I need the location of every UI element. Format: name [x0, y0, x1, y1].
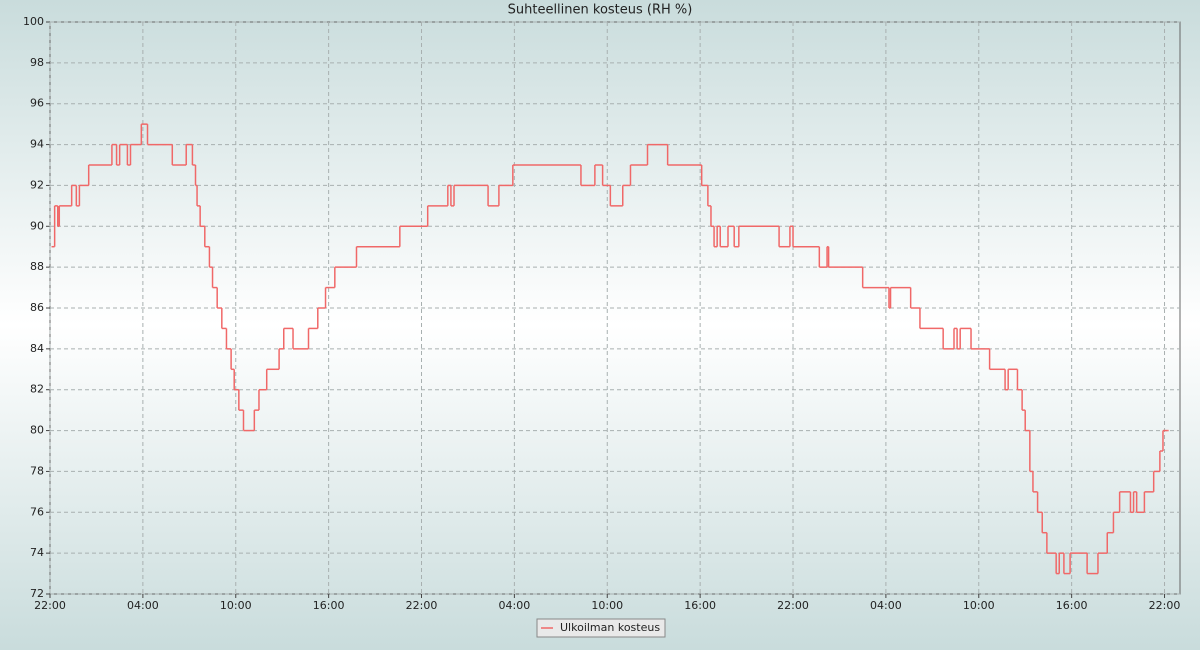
- x-tick-label: 04:00: [499, 599, 531, 612]
- chart-title: Suhteellinen kosteus (RH %): [508, 3, 693, 18]
- y-tick-label: 100: [23, 15, 44, 28]
- x-tick-label: 04:00: [127, 599, 159, 612]
- y-tick-label: 78: [30, 464, 44, 477]
- y-tick-label: 90: [30, 219, 44, 232]
- y-tick-label: 98: [30, 56, 44, 69]
- x-tick-label: 10:00: [591, 599, 623, 612]
- legend-label: Ulkoilman kosteus: [560, 621, 660, 634]
- x-tick-label: 16:00: [313, 599, 345, 612]
- y-tick-label: 88: [30, 260, 44, 273]
- y-tick-label: 92: [30, 178, 44, 191]
- y-tick-label: 74: [30, 546, 44, 559]
- x-tick-label: 10:00: [220, 599, 252, 612]
- legend: Ulkoilman kosteus: [536, 618, 666, 638]
- y-tick-label: 72: [30, 587, 44, 600]
- x-tick-label: 04:00: [870, 599, 902, 612]
- x-tick-label: 16:00: [1056, 599, 1088, 612]
- legend-box: [536, 618, 666, 638]
- y-tick-label: 84: [30, 342, 44, 355]
- y-tick-label: 82: [30, 383, 44, 396]
- x-tick-label: 16:00: [684, 599, 716, 612]
- x-tick-label: 22:00: [1149, 599, 1181, 612]
- x-tick-label: 22:00: [777, 599, 809, 612]
- x-tick-label: 10:00: [963, 599, 995, 612]
- y-tick-label: 86: [30, 301, 44, 314]
- y-tick-label: 96: [30, 97, 44, 110]
- x-tick-label: 22:00: [34, 599, 66, 612]
- y-tick-label: 94: [30, 138, 44, 151]
- y-tick-label: 76: [30, 505, 44, 518]
- x-tick-label: 22:00: [406, 599, 438, 612]
- y-tick-label: 80: [30, 424, 44, 437]
